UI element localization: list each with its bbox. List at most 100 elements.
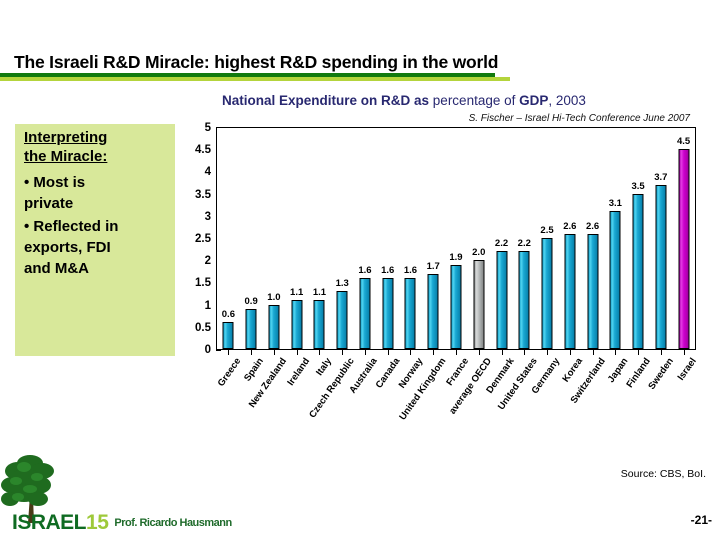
bar-value-label: 0.9	[244, 296, 258, 308]
bar-value-label: 2.0	[472, 247, 486, 259]
bar-value-label: 2.6	[585, 220, 600, 232]
chart-attribution: S. Fischer – Israel Hi-Tech Conference J…	[468, 113, 690, 124]
bar-korea[interactable]	[564, 233, 576, 349]
title-rule-light-band	[0, 77, 510, 81]
x-axis-tick-mark	[273, 349, 275, 355]
x-axis-tick-mark	[319, 349, 321, 355]
x-axis-tick-mark	[547, 349, 549, 355]
bar-slot: 4.5	[672, 128, 695, 355]
bar-slot: 2.2	[490, 128, 513, 355]
bar-slot: 1.0	[263, 128, 286, 355]
y-axis-tick-label: 1.5	[195, 277, 211, 290]
note-box-heading: Interpreting the Miracle:	[24, 128, 174, 166]
note-heading-line2: the Miracle:	[24, 148, 108, 165]
x-axis-labels: Greece Spain New Zealand Ireland Italy Czech …	[216, 352, 699, 462]
bar-value-label: 1.6	[403, 264, 418, 276]
title-rule-dark-band	[0, 73, 495, 77]
x-axis-tick-mark	[501, 349, 503, 355]
bar-slot: 0.6	[217, 128, 240, 355]
bar-value-label: 2.5	[540, 225, 554, 236]
bar-japan[interactable]	[609, 211, 621, 349]
bar-slot: 2.6	[558, 128, 581, 355]
bar-finland[interactable]	[632, 193, 644, 349]
x-axis-tick-mark	[592, 349, 594, 355]
bar-czech-republic[interactable]	[336, 291, 348, 349]
bar-greece[interactable]	[222, 322, 234, 349]
x-axis-tick-mark	[228, 349, 230, 355]
y-axis-tick-label: 2	[204, 255, 211, 268]
y-axis-tick-label: 3	[204, 210, 211, 223]
note-bullet-private: • Most is private	[24, 172, 174, 214]
bar-new-zealand[interactable]	[268, 304, 280, 349]
bar-value-label: 1.7	[426, 260, 440, 272]
bar-slot: 2.2	[513, 128, 536, 355]
x-axis-tick-mark	[660, 349, 662, 355]
x-axis-tick-mark	[251, 349, 253, 355]
brand-number: 15	[86, 511, 109, 534]
bar-value-label: 2.2	[494, 238, 509, 250]
bar-value-label: 1.6	[358, 264, 372, 276]
brand-word: ISRAEL	[12, 511, 87, 534]
bar-italy[interactable]	[313, 300, 325, 349]
bar-average-oecd[interactable]	[473, 260, 485, 349]
y-axis-tick-label: 0.5	[195, 321, 211, 334]
bar-denmark[interactable]	[496, 251, 508, 349]
note-bullet2-line2: exports, FDI	[24, 239, 111, 256]
x-axis-tick-mark	[683, 349, 685, 355]
note-bullet1-line1: • Most is	[24, 174, 86, 191]
bar-value-label: 0.6	[221, 309, 235, 321]
note-bullet2-line1: • Reflected in	[24, 218, 119, 235]
x-axis-tick-mark	[410, 349, 412, 355]
bar-norway[interactable]	[404, 277, 416, 349]
chart-subtitle-as: as	[410, 93, 430, 108]
bar-slot: 1.1	[285, 128, 308, 355]
x-axis-tick-mark	[364, 349, 366, 355]
brand-logo: ISRAEL15 Prof. Ricardo Hausmann	[12, 511, 232, 535]
title-underline-rule	[0, 73, 510, 81]
y-axis-tick-mark	[216, 350, 221, 351]
bar-value-label: 1.6	[381, 264, 395, 276]
x-axis-tick-mark	[387, 349, 389, 355]
note-bullet-exports: • Reflected in exports, FDI and M&A	[24, 216, 176, 279]
bar-slot: 3.7	[649, 128, 672, 355]
bar-value-label: 1.1	[312, 287, 327, 299]
bar-value-label: 3.1	[608, 198, 622, 210]
bar-slot: 1.3	[331, 128, 354, 355]
bar-value-label: 1.3	[335, 278, 349, 290]
bar-slot: 1.6	[399, 128, 422, 355]
bar-france[interactable]	[450, 264, 462, 349]
tree-logo-icon	[1, 455, 54, 523]
chart-subtitle: National Expenditure on R&D as percentag…	[222, 93, 702, 108]
bar-israel[interactable]	[678, 149, 690, 349]
x-axis-tick-mark	[569, 349, 571, 355]
bar-germany[interactable]	[541, 238, 553, 349]
x-axis-tick-mark	[638, 349, 640, 355]
bar-value-label: 3.7	[654, 171, 668, 183]
x-axis-tick-mark	[342, 349, 344, 355]
bar-ireland[interactable]	[291, 300, 303, 349]
chart-subtitle-bold: National Expenditure on R&D	[222, 93, 411, 108]
bar-canada[interactable]	[382, 277, 394, 349]
bar-value-label: 3.5	[631, 180, 645, 192]
x-axis-tick-mark	[455, 349, 457, 355]
bar-slot: 1.9	[445, 128, 468, 355]
y-axis-tick-label: 3.5	[195, 188, 211, 201]
rd-expenditure-bar-chart: 0 0.5 1 1.5 2 2.5 3 3.5 4 4.5 5 0.6 0.9 1.0 1.1 1.1 1.3…	[183, 120, 708, 422]
x-axis-label: Israel	[675, 356, 699, 383]
x-axis-tick-mark	[615, 349, 617, 355]
bar-slot: 2.0	[467, 128, 490, 355]
bar-united-kingdom[interactable]	[427, 273, 439, 349]
bar-united-states[interactable]	[518, 251, 530, 349]
presenter-name: Prof. Ricardo Hausmann	[114, 517, 232, 529]
interpreting-note-box: Interpreting the Miracle: • Most is priv…	[15, 124, 175, 356]
bar-spain[interactable]	[245, 309, 257, 349]
bar-switzerland[interactable]	[587, 233, 599, 349]
chart-subtitle-percentage: percentage of	[429, 93, 520, 108]
x-axis-tick-mark	[524, 349, 526, 355]
bar-australia[interactable]	[359, 277, 371, 349]
y-axis-tick-label: 2.5	[195, 233, 211, 245]
source-note: Source: CBS, BoI.	[620, 468, 706, 480]
bar-value-label: 1.0	[267, 291, 281, 303]
bar-slot: 3.1	[604, 128, 627, 355]
bar-sweden[interactable]	[655, 184, 667, 349]
